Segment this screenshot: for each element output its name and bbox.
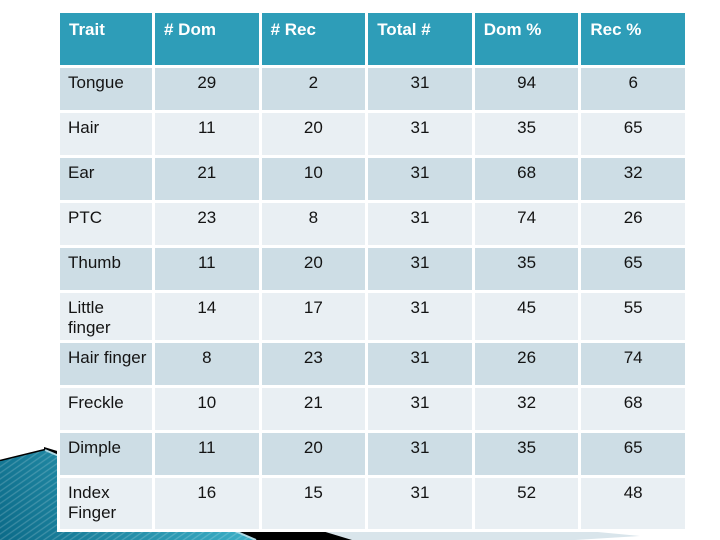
value-cell: 74	[578, 340, 688, 388]
value-cell: 11	[152, 245, 262, 293]
trait-cell: Hair	[57, 110, 155, 158]
trait-cell: Little finger	[57, 290, 155, 343]
trait-cell: Dimple	[57, 430, 155, 478]
value-cell: 31	[365, 340, 475, 388]
value-cell: 55	[578, 290, 688, 343]
value-cell: 32	[471, 385, 582, 433]
value-cell: 23	[152, 200, 262, 248]
value-cell: 11	[152, 110, 262, 158]
table-row: Thumb 11 20 31 35 65	[57, 245, 688, 293]
value-cell: 15	[258, 475, 369, 532]
trait-cell: Hair finger	[57, 340, 155, 388]
value-cell: 31	[365, 200, 475, 248]
value-cell: 16	[152, 475, 262, 532]
value-cell: 21	[258, 385, 369, 433]
value-cell: 65	[578, 245, 688, 293]
column-header-rec: # Rec	[258, 10, 369, 68]
value-cell: 31	[365, 245, 475, 293]
value-cell: 31	[365, 65, 475, 113]
value-cell: 26	[578, 200, 688, 248]
trait-cell: Freckle	[57, 385, 155, 433]
table-row: Hair 11 20 31 35 65	[57, 110, 688, 158]
value-cell: 11	[152, 430, 262, 478]
value-cell: 17	[258, 290, 369, 343]
value-cell: 52	[471, 475, 582, 532]
value-cell: 31	[365, 430, 475, 478]
value-cell: 6	[578, 65, 688, 113]
value-cell: 29	[152, 65, 262, 113]
trait-cell: Tongue	[57, 65, 155, 113]
value-cell: 94	[471, 65, 582, 113]
traits-table: Trait # Dom # Rec Total # Dom % Rec % Tongue 2…	[57, 10, 688, 532]
deco-left-edge-line	[0, 448, 46, 462]
value-cell: 20	[258, 110, 369, 158]
value-cell: 32	[578, 155, 688, 203]
value-cell: 31	[365, 385, 475, 433]
value-cell: 20	[258, 430, 369, 478]
value-cell: 31	[365, 475, 475, 532]
value-cell: 35	[471, 110, 582, 158]
column-header-dom: # Dom	[152, 10, 262, 68]
value-cell: 10	[152, 385, 262, 433]
value-cell: 48	[578, 475, 688, 532]
header-row: Trait # Dom # Rec Total # Dom % Rec %	[57, 10, 688, 68]
table-row: PTC 23 8 31 74 26	[57, 200, 688, 248]
table-row: Dimple 11 20 31 35 65	[57, 430, 688, 478]
table-row: Little finger 14 17 31 45 55	[57, 290, 688, 343]
column-header-dom: Dom %	[471, 10, 582, 68]
trait-cell: Index Finger	[57, 475, 155, 532]
table-row: Hair finger 8 23 31 26 74	[57, 340, 688, 388]
value-cell: 68	[578, 385, 688, 433]
value-cell: 21	[152, 155, 262, 203]
value-cell: 35	[471, 245, 582, 293]
table-row: Tongue 29 2 31 94 6	[57, 65, 688, 113]
trait-cell: PTC	[57, 200, 155, 248]
value-cell: 2	[258, 65, 369, 113]
value-cell: 14	[152, 290, 262, 343]
value-cell: 74	[471, 200, 582, 248]
value-cell: 65	[578, 110, 688, 158]
value-cell: 68	[471, 155, 582, 203]
table-row: Freckle 10 21 31 32 68	[57, 385, 688, 433]
value-cell: 20	[258, 245, 369, 293]
table-body: Tongue 29 2 31 94 6 Hair 11 20 31 35 65 Ear 21 10 31 68 3…	[57, 65, 688, 532]
table-row: Index Finger 16 15 31 52 48	[57, 475, 688, 532]
trait-cell: Ear	[57, 155, 155, 203]
value-cell: 31	[365, 155, 475, 203]
column-header-trait: Trait	[57, 10, 155, 68]
value-cell: 8	[152, 340, 262, 388]
value-cell: 35	[471, 430, 582, 478]
value-cell: 31	[365, 290, 475, 343]
column-header-total: Total #	[365, 10, 475, 68]
table-row: Ear 21 10 31 68 32	[57, 155, 688, 203]
column-header-rec: Rec %	[578, 10, 688, 68]
value-cell: 65	[578, 430, 688, 478]
value-cell: 26	[471, 340, 582, 388]
value-cell: 31	[365, 110, 475, 158]
value-cell: 8	[258, 200, 369, 248]
value-cell: 45	[471, 290, 582, 343]
trait-cell: Thumb	[57, 245, 155, 293]
value-cell: 23	[258, 340, 369, 388]
value-cell: 10	[258, 155, 369, 203]
